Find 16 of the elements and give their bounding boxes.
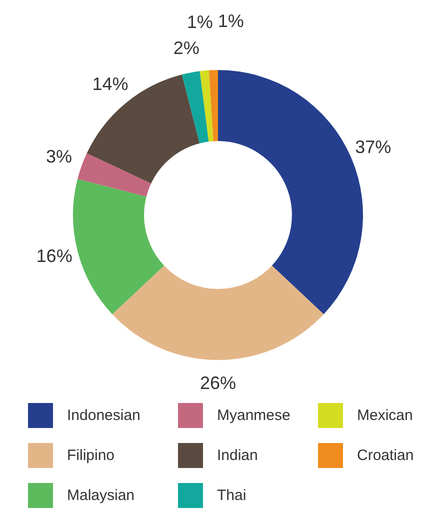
legend-label: Malaysian [67, 486, 135, 504]
data-label: 14% [92, 74, 128, 94]
legend-label: Indian [217, 446, 258, 464]
data-label: 1% [218, 11, 244, 32]
legend-label: Croatian [357, 446, 414, 464]
data-label: 37% [355, 136, 392, 157]
data-label: 1% [186, 12, 213, 32]
legend-label: Myanmese [217, 406, 290, 424]
data-label: 3% [46, 146, 72, 167]
data-label: 16% [36, 246, 72, 266]
legend-label: Thai [217, 486, 246, 504]
legend-label: Filipino [67, 446, 115, 464]
legend-label: Mexican [357, 406, 413, 424]
data-label: 2% [173, 38, 200, 58]
data-label: 26% [200, 372, 236, 393]
legend-label: Indonesian [67, 406, 140, 424]
